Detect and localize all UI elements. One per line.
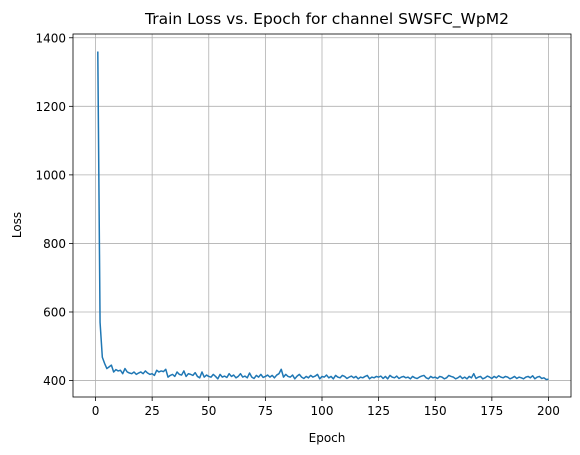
x-tick-label: 100 — [311, 404, 334, 418]
y-tick-label: 600 — [43, 305, 66, 319]
grid — [73, 34, 571, 397]
x-tick-label: 125 — [367, 404, 390, 418]
series-layer — [97, 51, 549, 381]
x-tick-label: 175 — [480, 404, 503, 418]
ticks: 0 25 50 75 100 125 150 175 200 400 600 800 1000 1200 1… — [35, 31, 559, 418]
x-tick-label: 50 — [201, 404, 216, 418]
x-tick-label: 0 — [92, 404, 100, 418]
y-tick-label: 400 — [43, 374, 66, 388]
x-tick-label: 150 — [424, 404, 447, 418]
y-axis-label: Loss — [10, 212, 24, 238]
y-tick-label: 1200 — [35, 100, 66, 114]
loss-line — [97, 51, 549, 381]
x-tick-label: 25 — [145, 404, 160, 418]
x-axis-label: Epoch — [309, 431, 346, 445]
chart-title: Train Loss vs. Epoch for channel SWSFC_W… — [144, 10, 509, 29]
x-tick-label: 75 — [258, 404, 273, 418]
y-tick-label: 800 — [43, 237, 66, 251]
x-tick-label: 200 — [537, 404, 560, 418]
y-tick-label: 1000 — [35, 168, 66, 182]
y-tick-label: 1400 — [35, 31, 66, 45]
